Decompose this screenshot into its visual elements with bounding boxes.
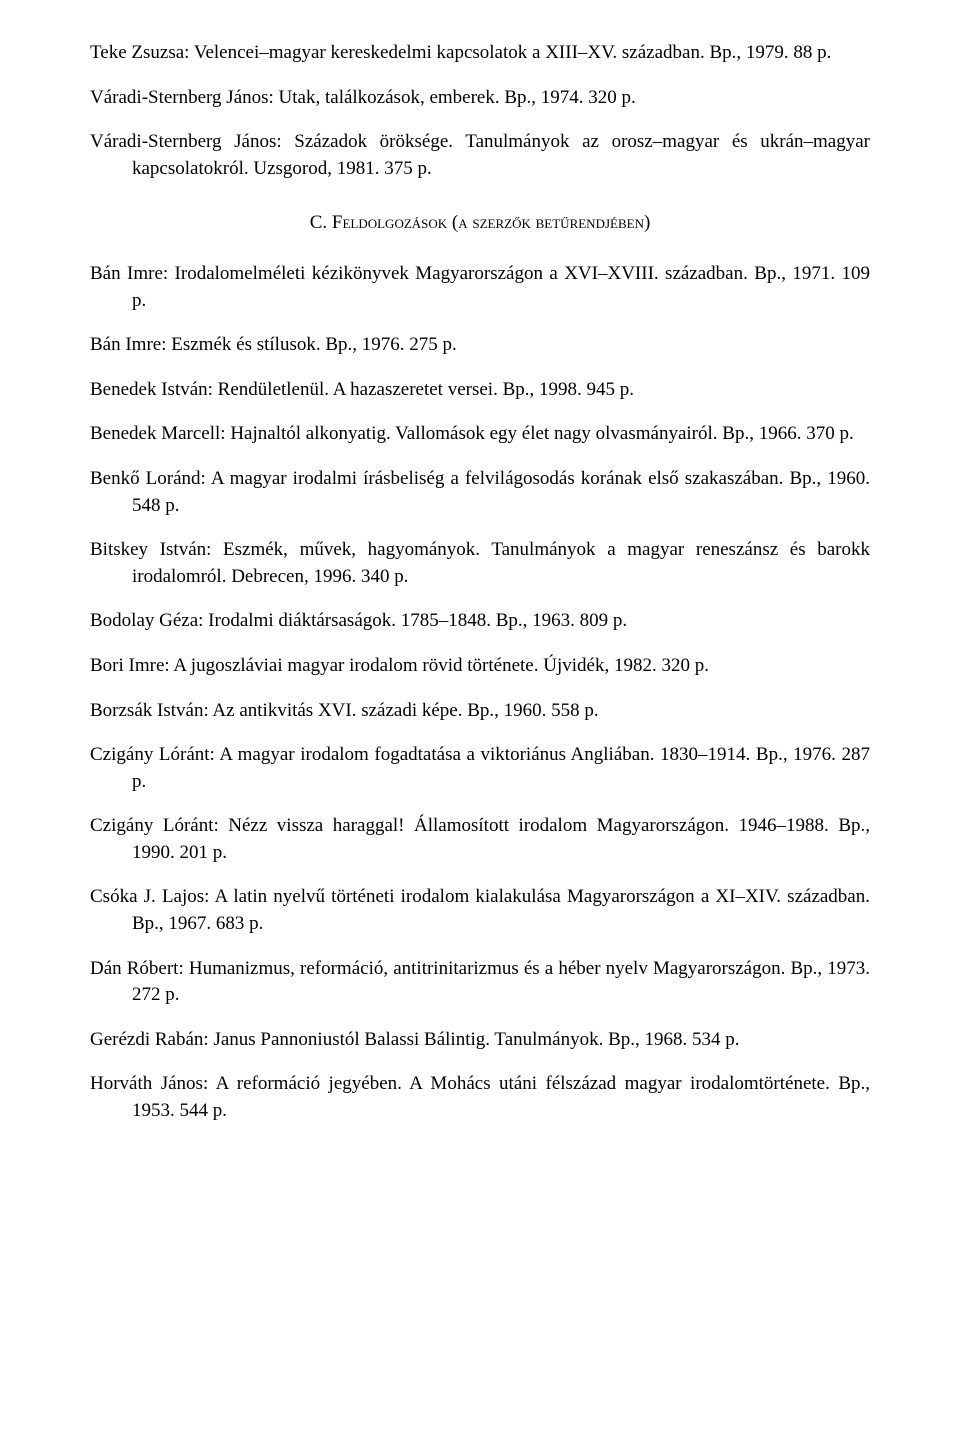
- bibliography-entry: Bán Imre: Eszmék és stílusok. Bp., 1976.…: [90, 332, 870, 359]
- bibliography-entry: Dán Róbert: Humanizmus, reformáció, anti…: [90, 956, 870, 1009]
- bibliography-entry: Teke Zsuzsa: Velencei–magyar kereskedelm…: [90, 40, 870, 67]
- bibliography-entry: Borzsák István: Az antikvitás XVI. száza…: [90, 698, 870, 725]
- bibliography-entry: Bitskey István: Eszmék, művek, hagyomány…: [90, 537, 870, 590]
- bibliography-entry: Benedek Marcell: Hajnaltól alkonyatig. V…: [90, 421, 870, 448]
- bibliography-entry: Váradi-Sternberg János: Utak, találkozás…: [90, 85, 870, 112]
- bibliography-entry: Csóka J. Lajos: A latin nyelvű történeti…: [90, 884, 870, 937]
- section-heading-prefix: C. F: [310, 212, 343, 233]
- section-heading-smallcaps: eldolgozások (a szerzők betűrendjében): [342, 212, 650, 233]
- bibliography-entry: Bán Imre: Irodalomelméleti kézikönyvek M…: [90, 261, 870, 314]
- bibliography-entry: Czigány Lóránt: A magyar irodalom fogadt…: [90, 742, 870, 795]
- bibliography-entry: Benkő Loránd: A magyar irodalmi írásbeli…: [90, 466, 870, 519]
- page: Teke Zsuzsa: Velencei–magyar kereskedelm…: [0, 0, 960, 1193]
- bibliography-entry: Gerézdi Rabán: Janus Pannoniustól Balass…: [90, 1027, 870, 1054]
- bibliography-entry: Horváth János: A reformáció jegyében. A …: [90, 1071, 870, 1124]
- section-heading: C. Feldolgozások (a szerzők betűrendjébe…: [90, 210, 870, 237]
- bibliography-entry: Bodolay Géza: Irodalmi diáktársaságok. 1…: [90, 608, 870, 635]
- bibliography-entry: Bori Imre: A jugoszláviai magyar irodalo…: [90, 653, 870, 680]
- bibliography-entry: Benedek István: Rendületlenül. A hazasze…: [90, 377, 870, 404]
- bibliography-entry: Váradi-Sternberg János: Századok örökség…: [90, 129, 870, 182]
- bibliography-entry: Czigány Lóránt: Nézz vissza haraggal! Ál…: [90, 813, 870, 866]
